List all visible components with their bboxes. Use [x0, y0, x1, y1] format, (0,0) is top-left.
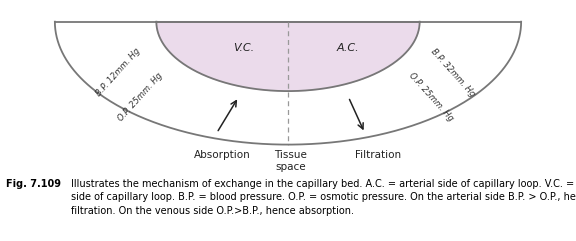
- Text: Tissue
space: Tissue space: [274, 150, 307, 172]
- Text: B.P. 32mm. Hg: B.P. 32mm. Hg: [429, 47, 476, 98]
- Text: Filtration: Filtration: [355, 150, 401, 160]
- Text: O.P. 25mm. Hg: O.P. 25mm. Hg: [407, 71, 454, 123]
- Text: O.P. 25mm. Hg: O.P. 25mm. Hg: [116, 71, 164, 123]
- Polygon shape: [156, 22, 420, 91]
- Text: V.C.: V.C.: [233, 43, 255, 53]
- Text: Fig. 7.109: Fig. 7.109: [6, 179, 60, 189]
- Text: B.P. 12mm. Hg: B.P. 12mm. Hg: [94, 47, 142, 98]
- Text: Illustrates the mechanism of exchange in the capillary bed. A.C. = arterial side: Illustrates the mechanism of exchange in…: [71, 179, 576, 216]
- Text: A.C.: A.C.: [337, 43, 359, 53]
- Text: Absorption: Absorption: [194, 150, 251, 160]
